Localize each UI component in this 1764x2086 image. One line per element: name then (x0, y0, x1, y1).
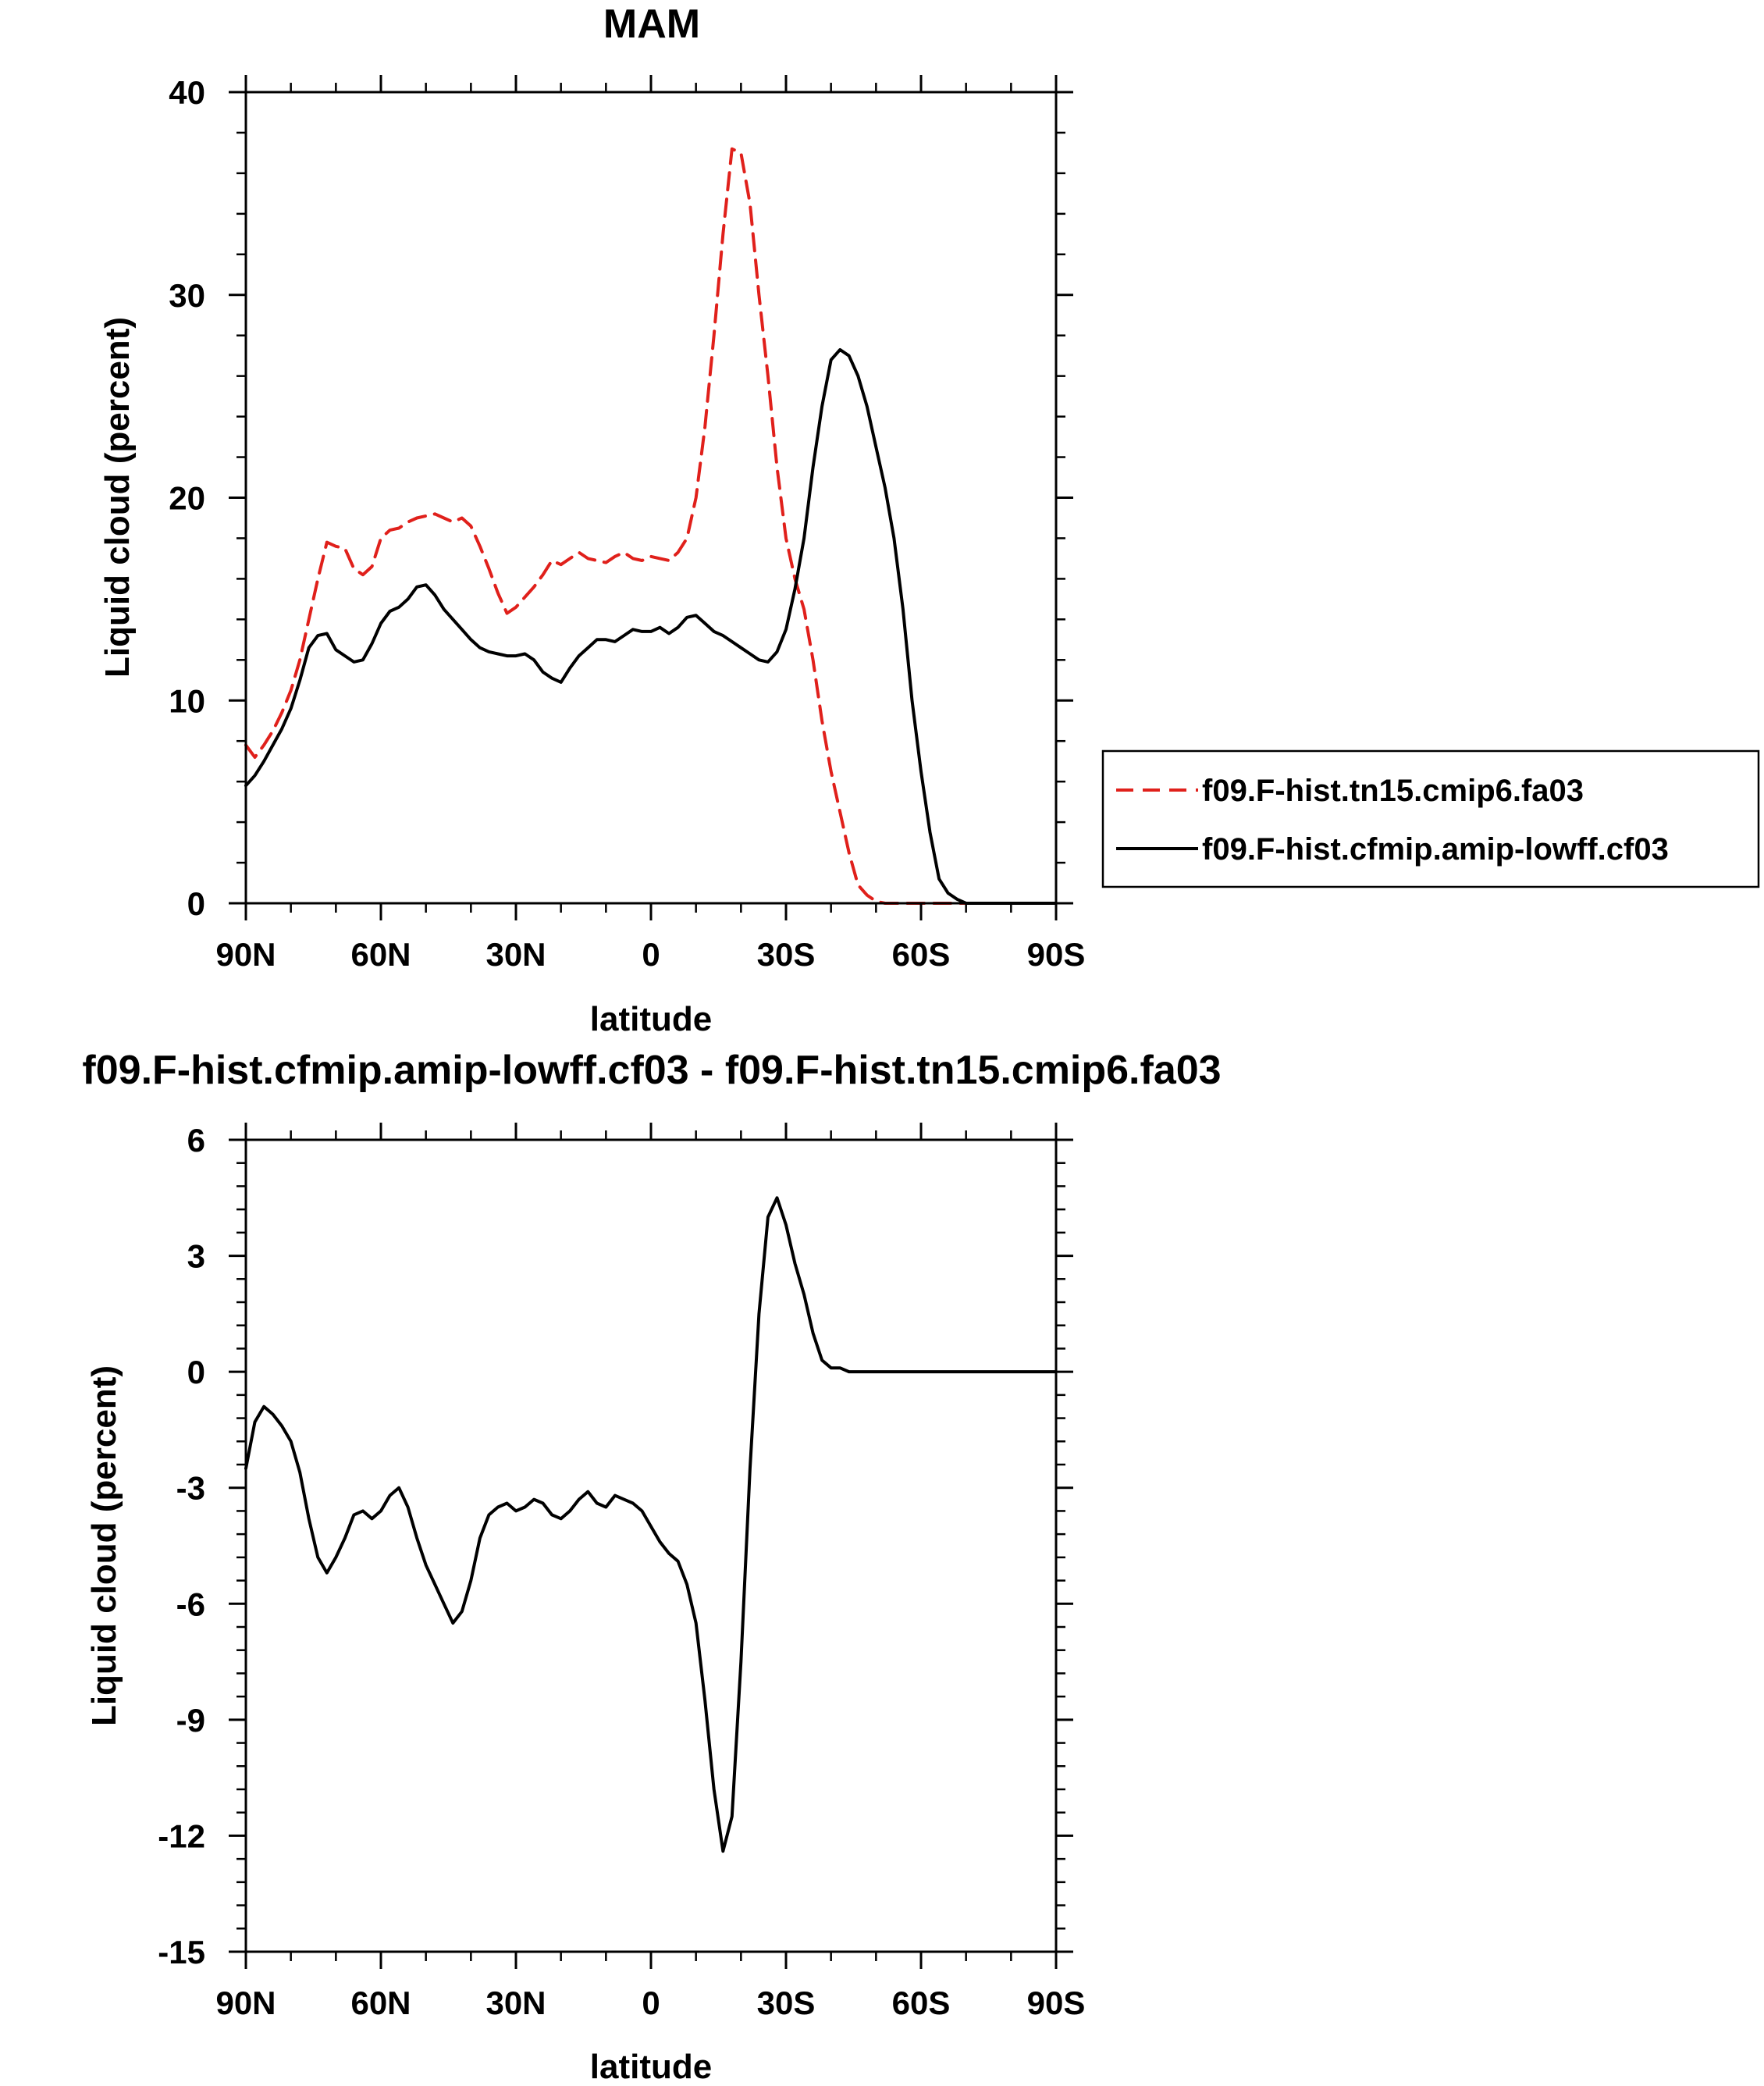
bottom-ytick-label: -6 (176, 1586, 205, 1622)
bottom-xtick-label: 30N (485, 1985, 546, 2021)
bottom-series-line-0 (244, 1196, 1058, 1853)
top-xlabel: latitude (590, 1000, 712, 1038)
bottom-xtick-label: 60S (892, 1985, 951, 2021)
bottom-ytick-label: 3 (187, 1238, 205, 1275)
bottom-xtick-label: 0 (642, 1985, 660, 2021)
top-xtick-label: 60S (892, 936, 951, 973)
bottom-xtick-label: 30S (757, 1985, 816, 2021)
top-xtick-label: 60N (350, 936, 411, 973)
top-series-line-1 (244, 347, 1058, 905)
top-xtick-label: 30N (485, 936, 546, 973)
top-ylabel: Liquid cloud (percent) (98, 317, 137, 678)
legend: f09.F-hist.tn15.cmip6.fa03 f09.F-hist.cf… (1101, 749, 1760, 888)
top-ytick-label: 40 (169, 74, 205, 111)
bottom-plot-frame (244, 1138, 1058, 1953)
bottom-title: f09.F-hist.cfmip.amip-lowff.cf03 - f09.F… (82, 1048, 1221, 1093)
top-title: MAM (603, 2, 700, 47)
bottom-xtick-label: 60N (350, 1985, 411, 2021)
bottom-ytick-label: -3 (176, 1470, 205, 1507)
top-xtick-label: 90S (1027, 936, 1086, 973)
bottom-ytick-label: 6 (187, 1122, 205, 1159)
legend-label-0: f09.F-hist.tn15.cmip6.fa03 (1202, 774, 1584, 808)
bottom-ytick-label: 0 (187, 1354, 205, 1390)
bottom-ylabel: Liquid cloud (percent) (85, 1365, 123, 1726)
bottom-xlabel: latitude (590, 2048, 712, 2086)
top-ytick-label: 10 (169, 682, 205, 719)
top-series-line-0 (244, 147, 1058, 905)
top-plot-frame (244, 91, 1058, 905)
legend-label-1: f09.F-hist.cfmip.amip-lowff.cf03 (1202, 832, 1669, 867)
bottom-ytick-label: -15 (158, 1934, 205, 1970)
top-xtick-label: 30S (757, 936, 816, 973)
top-ytick-label: 20 (169, 480, 205, 517)
bottom-ytick-label: -9 (176, 1702, 205, 1739)
top-xtick-label: 90N (215, 936, 276, 973)
top-ytick-label: 30 (169, 277, 205, 314)
legend-box (1101, 749, 1760, 888)
bottom-ytick-label: -12 (158, 1817, 205, 1854)
top-panel: MAM 0 10 20 30 40 90N 60N 30N 0 30S 60S 90S Liquid … (98, 2, 1760, 1038)
top-ytick-label: 0 (187, 885, 205, 922)
bottom-panel: f09.F-hist.cfmip.amip-lowff.cf03 - f09.F… (82, 1048, 1221, 2086)
top-xtick-label: 0 (642, 936, 660, 973)
bottom-xtick-label: 90S (1027, 1985, 1086, 2021)
bottom-xtick-label: 90N (215, 1985, 276, 2021)
